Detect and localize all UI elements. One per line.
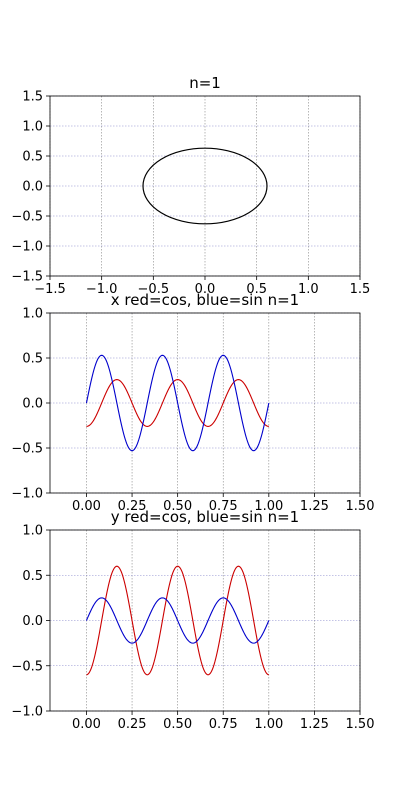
x-tick-label: 1.5	[350, 282, 371, 297]
x-tick-label: 1.00	[254, 499, 283, 514]
y-tick-label: 0.0	[22, 397, 43, 412]
y-tick-label: −0.5	[11, 659, 43, 674]
y-tick-label: 0.0	[22, 180, 43, 195]
chart-title: n=1	[189, 74, 221, 92]
x-tick-label: 0.25	[118, 499, 147, 514]
y-tick-label: −0.5	[11, 210, 43, 225]
x-tick-label: 1.25	[300, 717, 329, 732]
y-tick-label: 1.5	[22, 90, 43, 105]
series-ellipse	[142, 147, 268, 225]
y-tick-label: −0.5	[11, 442, 43, 457]
y-tick-label: 0.5	[22, 150, 43, 165]
y-tick-label: 1.0	[22, 120, 43, 135]
chart-3: 0.00 0.25 0.50 0.75 1.00 1.25 1.50 −1.0 −0.5 0.0 0…	[11, 508, 374, 732]
y-tick-label: 0.0	[22, 614, 43, 629]
y-tick-label: −1.0	[11, 240, 43, 255]
x-tick-label: 0.5	[246, 282, 267, 297]
y-tick-label: −1.0	[11, 487, 43, 502]
x-tick-label: 0.75	[209, 499, 238, 514]
series-sin-line	[85, 597, 270, 644]
x-tick-label: −0.5	[138, 282, 170, 297]
y-tick-label: 0.5	[22, 569, 43, 584]
x-tick-label: 1.00	[254, 717, 283, 732]
series-cos-line	[86, 565, 269, 676]
x-tick-label: 1.0	[298, 282, 319, 297]
x-tick-label: −1.5	[34, 282, 66, 297]
x-tick-label: 1.50	[346, 499, 375, 514]
y-tick-label: 1.0	[22, 524, 43, 539]
x-tick-label: 1.50	[346, 717, 375, 732]
y-tick-label: 1.0	[22, 307, 43, 322]
y-tick-label: −1.0	[11, 705, 43, 720]
chart-title: x red=cos, blue=sin n=1	[111, 291, 299, 309]
series-sin-line	[85, 354, 270, 452]
x-tick-label: 0.50	[163, 717, 192, 732]
x-tick-label: 0.0	[195, 282, 216, 297]
series-cos-line	[86, 379, 269, 427]
y-tick-label: −1.5	[11, 270, 43, 285]
x-tick-label: 0.50	[163, 499, 192, 514]
chart-2: 0.00 0.25 0.50 0.75 1.00 1.25 1.50 −1.0 −0.5 0.0 0…	[11, 291, 374, 514]
x-tick-label: 0.00	[72, 499, 101, 514]
y-tick-label: 0.5	[22, 352, 43, 367]
x-tick-label: 0.00	[72, 717, 101, 732]
chart-title: y red=cos, blue=sin n=1	[111, 508, 299, 526]
chart-1: −1.5 −1.0 −0.5 0.0 0.5 1.0 1.5 −1.5 −1.0 −0.5 0.0 0…	[11, 74, 370, 297]
x-tick-label: −1.0	[86, 282, 118, 297]
x-tick-label: 1.25	[300, 499, 329, 514]
x-tick-label: 0.25	[118, 717, 147, 732]
x-tick-label: 0.75	[209, 717, 238, 732]
